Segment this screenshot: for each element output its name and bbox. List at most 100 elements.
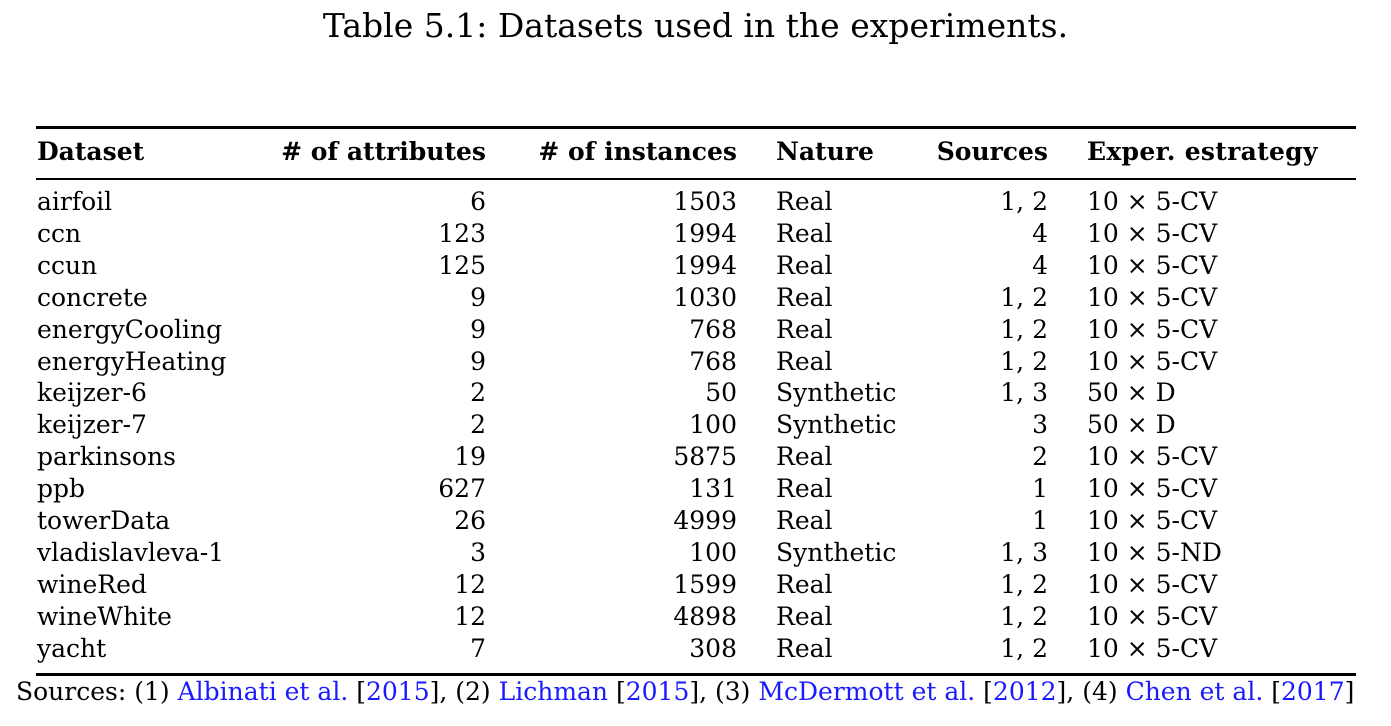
header-sources: Sources [936, 137, 1048, 166]
cell-nature: Synthetic [776, 410, 897, 440]
cell-attributes: 125 [438, 250, 486, 280]
cell-strategy: 10 × 5-CV [1087, 442, 1218, 472]
cell-dataset: airfoil [37, 187, 113, 216]
sources-prefix: Sources: (1) [16, 677, 178, 706]
cell-dataset: concrete [37, 282, 148, 312]
cell-strategy: 10 × 5-CV [1087, 250, 1218, 280]
cell-sources: 1, 3 [1000, 537, 1048, 567]
cell-dataset: wineWhite [37, 601, 172, 631]
cell-dataset: parkinsons [37, 442, 176, 472]
cell-nature: Real [776, 569, 833, 599]
cell-instances: 4898 [673, 601, 737, 631]
cell-nature: Real [776, 601, 833, 631]
citation-albinati[interactable]: Albinati et al. [177, 677, 349, 706]
cell-nature: Real [776, 474, 833, 504]
citation-lichman-year[interactable]: 2015 [625, 677, 690, 706]
cell-strategy: 10 × 5-ND [1087, 537, 1222, 567]
cell-nature: Synthetic [776, 537, 897, 567]
cell-dataset: yacht [37, 633, 107, 663]
cell-nature: Real [776, 633, 833, 663]
header-attributes: # of attributes [281, 137, 486, 166]
citation-chen-year[interactable]: 2017 [1280, 677, 1345, 706]
cell-sources: 2 [1032, 442, 1048, 472]
cell-strategy: 10 × 5-CV [1087, 474, 1218, 504]
header-strategy: Exper. estrategy [1087, 137, 1318, 166]
cell-instances: 1503 [673, 187, 737, 216]
cell-sources: 4 [1032, 250, 1048, 280]
cell-nature: Real [776, 187, 833, 216]
header-rule [36, 178, 1356, 180]
cell-nature: Real [776, 346, 833, 376]
cell-attributes: 12 [454, 569, 486, 599]
cell-sources: 1 [1032, 506, 1048, 535]
cell-instances: 768 [689, 314, 737, 344]
cell-nature: Real [776, 250, 833, 280]
cell-strategy: 10 × 5-CV [1087, 314, 1218, 344]
cell-sources: 1, 2 [1000, 314, 1048, 344]
cell-attributes: 12 [454, 601, 486, 631]
sources-footnote: Sources: (1) Albinati et al. [2015], (2)… [16, 677, 1355, 706]
cell-instances: 5875 [673, 442, 737, 472]
cell-attributes: 3 [470, 537, 486, 567]
cell-dataset: wineRed [37, 569, 147, 599]
bottom-rule [36, 673, 1356, 676]
cell-strategy: 50 × D [1087, 378, 1176, 408]
cell-instances: 100 [689, 537, 737, 567]
cell-instances: 1994 [673, 250, 737, 280]
cell-instances: 50 [705, 378, 737, 408]
cell-nature: Real [776, 218, 833, 248]
cell-dataset: energyHeating [37, 346, 227, 376]
citation-chen[interactable]: Chen et al. [1125, 677, 1264, 706]
cell-strategy: 10 × 5-CV [1087, 569, 1218, 599]
cell-sources: 1, 2 [1000, 282, 1048, 312]
cell-attributes: 19 [454, 442, 486, 472]
cell-sources: 3 [1032, 410, 1048, 440]
cell-instances: 1994 [673, 218, 737, 248]
cell-nature: Real [776, 314, 833, 344]
cell-nature: Real [776, 506, 833, 535]
cell-dataset: ppb [37, 474, 86, 504]
cell-nature: Synthetic [776, 378, 897, 408]
cell-attributes: 9 [470, 346, 486, 376]
sources-sep-2: ], (2) [429, 677, 499, 706]
cell-nature: Real [776, 442, 833, 472]
cell-sources: 1, 2 [1000, 187, 1048, 216]
sources-sep-4: ], (4) [1056, 677, 1126, 706]
cell-dataset: keijzer-7 [37, 410, 147, 440]
cell-attributes: 2 [470, 410, 486, 440]
cell-strategy: 10 × 5-CV [1087, 187, 1218, 216]
cell-dataset: energyCooling [37, 314, 223, 344]
citation-mcdermott-year[interactable]: 2012 [992, 677, 1057, 706]
cell-strategy: 10 × 5-CV [1087, 346, 1218, 376]
cell-strategy: 10 × 5-CV [1087, 633, 1218, 663]
cell-attributes: 627 [438, 474, 486, 504]
header-instances: # of instances [538, 137, 737, 166]
cell-sources: 1 [1032, 474, 1048, 504]
cell-strategy: 10 × 5-CV [1087, 601, 1218, 631]
cell-attributes: 9 [470, 282, 486, 312]
cell-attributes: 9 [470, 314, 486, 344]
cell-instances: 1030 [673, 282, 737, 312]
citation-mcdermott[interactable]: McDermott et al. [758, 677, 976, 706]
citation-albinati-year[interactable]: 2015 [365, 677, 430, 706]
header-nature: Nature [776, 137, 874, 166]
cell-sources: 1, 2 [1000, 633, 1048, 663]
cell-attributes: 123 [438, 218, 486, 248]
cell-strategy: 10 × 5-CV [1087, 506, 1218, 535]
cell-instances: 131 [689, 474, 737, 504]
cell-instances: 4999 [673, 506, 737, 535]
cell-sources: 1, 2 [1000, 346, 1048, 376]
sources-sep-3: ], (3) [689, 677, 759, 706]
cell-instances: 768 [689, 346, 737, 376]
cell-attributes: 2 [470, 378, 486, 408]
header-dataset: Dataset [37, 137, 145, 166]
top-rule [36, 126, 1356, 129]
cell-strategy: 10 × 5-CV [1087, 218, 1218, 248]
citation-lichman[interactable]: Lichman [498, 677, 609, 706]
cell-dataset: vladislavleva-1 [37, 537, 225, 567]
cell-nature: Real [776, 282, 833, 312]
cell-attributes: 7 [470, 633, 486, 663]
cell-attributes: 26 [454, 506, 486, 535]
cell-attributes: 6 [470, 187, 486, 216]
cell-strategy: 50 × D [1087, 410, 1176, 440]
